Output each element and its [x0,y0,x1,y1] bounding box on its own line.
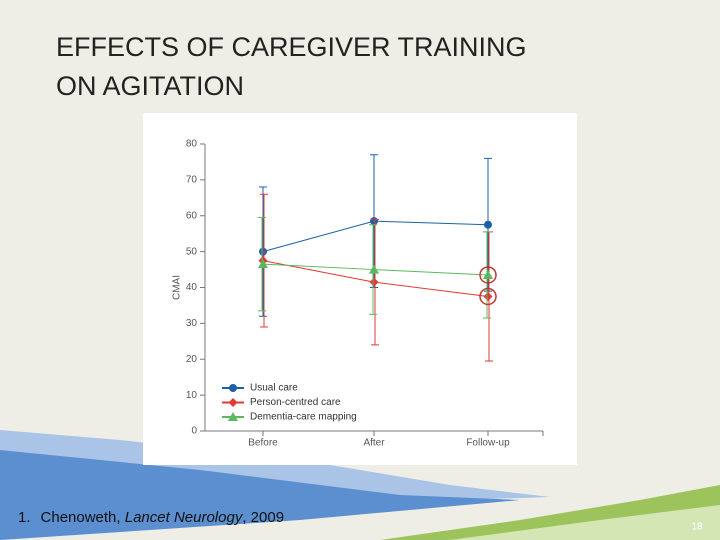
slide-title: ON AGITATION [56,71,244,101]
y-tick-label: 80 [186,139,198,150]
chart-panel [143,113,577,465]
highlight-circle [479,287,497,306]
legend-marker [228,412,238,421]
data-point [483,291,493,301]
decor-wave [0,450,520,540]
x-tick-label: After [363,438,385,449]
citation: 1. Chenoweth, Lancet Neurology, 2009 [18,509,284,526]
x-tick-label: Follow-up [466,438,510,449]
data-point [370,217,378,226]
y-tick-label: 0 [191,426,197,437]
y-tick-label: 60 [186,210,198,221]
legend-marker [228,398,238,407]
y-tick-label: 70 [186,175,198,186]
y-axis-label: CMAI [172,275,183,300]
legend-label: Person-centred care [250,397,341,408]
citation-journal: Lancet Neurology [125,509,244,526]
data-point [369,277,379,287]
legend-marker [229,384,237,392]
y-tick-label: 30 [186,318,198,329]
citation-author: Chenoweth, [41,509,125,526]
data-point [259,247,267,256]
chart: 0 10 20 30 40 50 60 70 80 CMAI Before After Follow-u… [172,139,544,449]
y-tick-label: 10 [186,390,198,401]
data-point [484,220,492,229]
legend-label: Dementia-care mapping [250,412,357,423]
decor-wave [450,505,720,540]
y-tick-label: 20 [186,354,198,365]
y-tick-label: 40 [186,282,198,293]
y-tick-label: 50 [186,246,198,257]
citation-year: , 2009 [242,509,284,526]
slide-title: EFFECTS OF CAREGIVER TRAINING [56,32,527,62]
x-tick-label: Before [248,438,278,449]
legend-label: Usual care [250,383,298,394]
data-point [369,264,379,274]
data-point [483,269,493,279]
highlight-circle [479,266,497,284]
page-number: 18 [691,522,703,533]
citation-number: 1. [18,509,31,526]
data-point [258,259,268,269]
